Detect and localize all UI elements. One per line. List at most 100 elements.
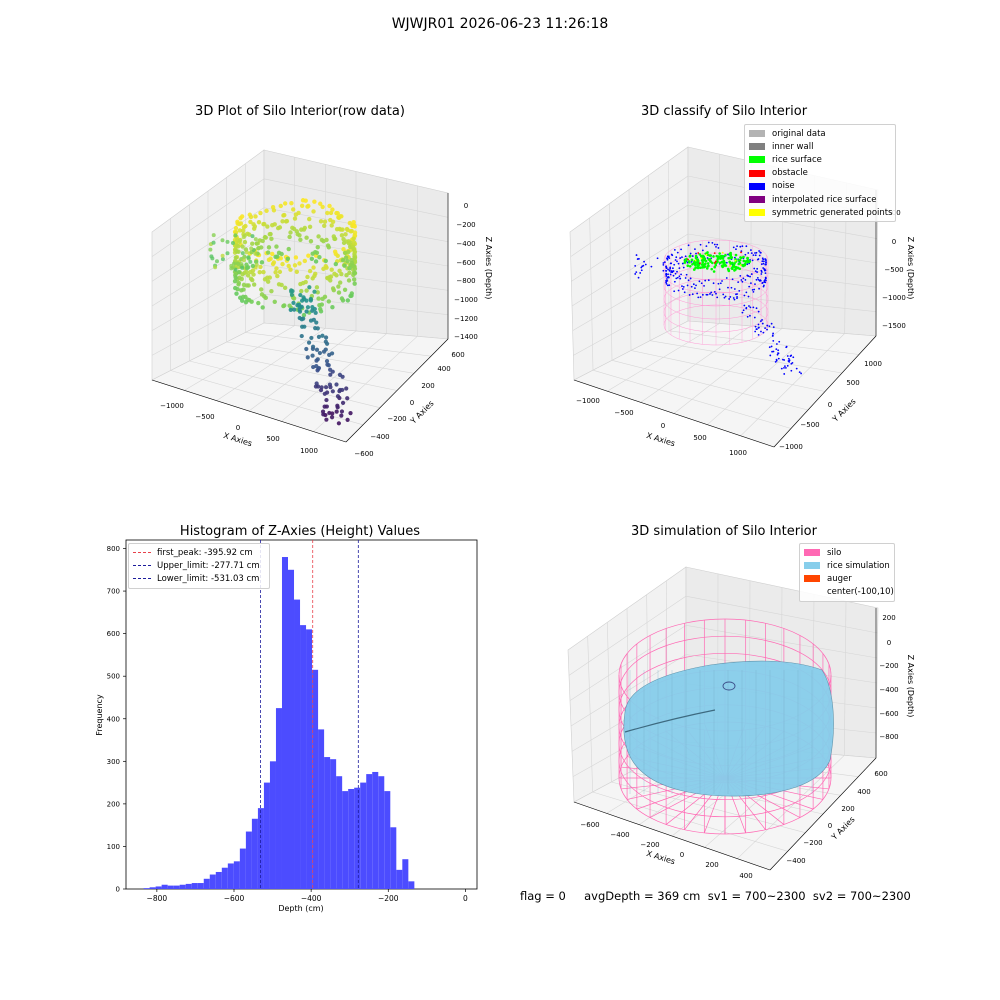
histogram-ytick-label: 700 [107, 588, 120, 596]
classify-noise-point [642, 264, 645, 267]
classify-noise-point [685, 273, 688, 276]
classify-noise-point [665, 279, 667, 282]
classify-noise-point [757, 333, 760, 336]
classify-noise-point [749, 314, 751, 317]
classify-noise-point [745, 245, 748, 248]
raw-data-point [299, 333, 304, 339]
raw-data-point [318, 306, 323, 312]
classify-noise-point [650, 265, 653, 268]
raw-data-point [291, 207, 296, 212]
classify-xtick: 0 [661, 422, 665, 430]
classify-noise-point [752, 306, 755, 309]
classify-noise-point [760, 330, 762, 333]
classify-noise-point [684, 277, 687, 279]
classify-noise-point [754, 252, 756, 254]
classify-noise-point [754, 254, 757, 257]
classify-noise-point [772, 326, 775, 329]
classify-x-axis [573, 379, 775, 448]
classify-noise-point [722, 293, 725, 296]
classify-rice-point [707, 258, 711, 261]
raw-data-point [242, 239, 248, 245]
classify-noise-point [643, 260, 645, 263]
classify-noise-point [766, 324, 769, 327]
raw-data-point [311, 265, 316, 270]
status-summary: flag = 0 avgDepth = 369 cm sv1 = 700~230… [520, 889, 911, 903]
histogram-bar [185, 883, 192, 889]
classify-noise-point [694, 287, 696, 290]
raw-data-point [298, 292, 303, 298]
classify-noise-point [764, 258, 767, 261]
raw-data-point [261, 269, 266, 275]
histogram-bar [215, 871, 222, 889]
classify-rice-point [710, 267, 714, 271]
classify-noise-point [681, 256, 683, 259]
raw-data-point [275, 273, 280, 279]
classify-noise-point [634, 273, 637, 275]
raw-data-point [333, 261, 339, 267]
raw-data-point [244, 250, 249, 255]
classify-noise-point [731, 278, 734, 281]
histogram-xtick-label: −600 [224, 894, 245, 903]
grid-line [573, 291, 689, 356]
classify-obstacle-point [700, 257, 703, 260]
raw-data-point [265, 279, 271, 284]
histogram-xtick-label: −800 [147, 894, 168, 903]
histogram-bar [257, 808, 264, 889]
histogram-ytick-label: 500 [107, 673, 120, 681]
classify-noise-point [682, 285, 685, 288]
raw-data-point [253, 237, 258, 242]
classify-noise-point [743, 304, 746, 307]
classify-noise-point [699, 296, 702, 298]
classify-rice-point [727, 268, 730, 272]
sim-surface-ridge [624, 709, 716, 733]
classify-noise-point [758, 250, 760, 252]
raw-data-point [304, 346, 309, 352]
classify-noise-point [707, 279, 710, 282]
raw-data-point [311, 317, 316, 322]
classify-noise-point [777, 349, 780, 352]
classify-noise-point [800, 372, 803, 375]
classify-noise-point [780, 367, 783, 370]
raw-data-point [296, 210, 301, 216]
raw-data-point [337, 280, 343, 285]
classify-noise-point [788, 360, 791, 363]
raw-data-point [337, 268, 342, 274]
classify-rice-point [704, 259, 708, 263]
classify-noise-point [755, 278, 758, 281]
classify-noise-point [713, 290, 716, 293]
raw-data-point [258, 210, 263, 216]
classify-rice-point [722, 264, 725, 267]
raw-data-point [251, 272, 256, 277]
classify-noise-point [736, 245, 738, 247]
raw-data-point [334, 382, 339, 387]
classify-noise-point [711, 241, 714, 244]
histogram-bar [354, 787, 361, 889]
raw-data-point [225, 239, 230, 244]
classify-noise-point [760, 263, 763, 266]
classify-noise-point [739, 274, 742, 277]
classify-noise-point [761, 282, 764, 285]
classify-noise-point [723, 296, 726, 299]
legend-item-interpolated-rice-surface: interpolated rice surface [749, 193, 891, 206]
raw-data-point [256, 245, 261, 250]
raw-data-point [317, 350, 323, 356]
classify-ytick: 1000 [864, 360, 882, 368]
classify-noise-point [742, 309, 745, 312]
classify-noise-point [718, 288, 721, 291]
raw-data-point [328, 210, 334, 216]
classify-noise-point [701, 249, 704, 252]
raw-data-point [291, 300, 296, 305]
raw-data-point [307, 224, 313, 230]
raw-data-point [347, 220, 353, 226]
classify-rice-point [701, 260, 705, 264]
classify-noise-point [667, 273, 669, 276]
classify-noise-point [784, 365, 786, 368]
raw-data-point [293, 255, 299, 260]
raw-data-point [214, 259, 219, 264]
histogram-bar [330, 759, 337, 889]
classify-rice-point [718, 252, 721, 255]
classify-noise-point [695, 252, 697, 255]
raw-data-point [286, 246, 291, 252]
classify-noise-point [666, 258, 669, 261]
raw-data-point [230, 241, 235, 246]
